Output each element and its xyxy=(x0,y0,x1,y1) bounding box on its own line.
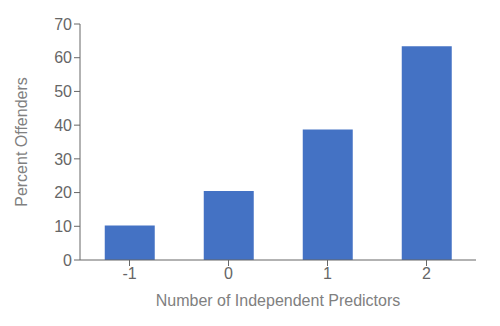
svg-text:Number of Independent Predicto: Number of Independent Predictors xyxy=(156,292,401,309)
svg-text:-1: -1 xyxy=(122,265,136,282)
svg-text:50: 50 xyxy=(54,83,72,100)
svg-text:30: 30 xyxy=(54,151,72,168)
svg-text:10: 10 xyxy=(54,218,72,235)
svg-text:70: 70 xyxy=(54,16,72,33)
svg-text:40: 40 xyxy=(54,117,72,134)
svg-text:1: 1 xyxy=(323,265,332,282)
svg-text:Percent Offenders: Percent Offenders xyxy=(13,77,30,207)
svg-text:20: 20 xyxy=(54,184,72,201)
svg-text:60: 60 xyxy=(54,49,72,66)
svg-text:0: 0 xyxy=(63,252,72,269)
svg-text:0: 0 xyxy=(224,265,233,282)
svg-text:2: 2 xyxy=(422,265,431,282)
